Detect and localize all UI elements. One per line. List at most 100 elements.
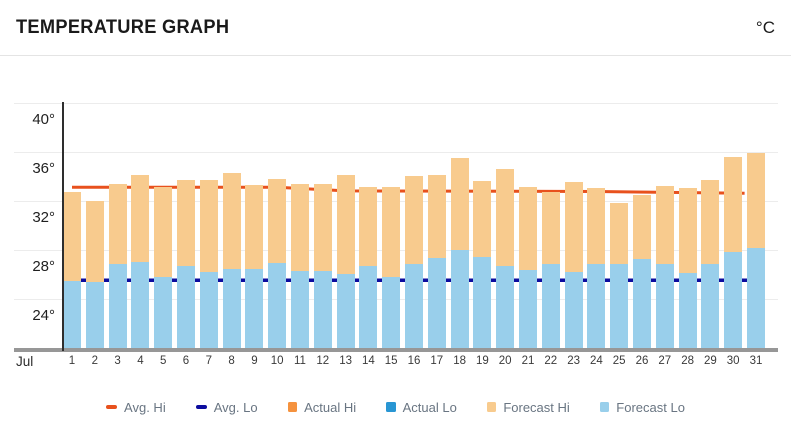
month-label: Jul [16, 354, 34, 369]
bar-day-30[interactable] [724, 156, 743, 350]
forecast-hi-segment [177, 179, 195, 266]
bar-day-9[interactable] [245, 184, 264, 350]
bar-day-13[interactable] [336, 175, 355, 350]
forecast-hi-segment [131, 175, 150, 262]
forecast-hi-segment [268, 178, 287, 264]
forecast-hi-segment [63, 192, 81, 282]
x-tick-label-6: 6 [182, 355, 190, 367]
bar-day-5[interactable] [154, 187, 173, 350]
bar-day-10[interactable] [268, 178, 287, 350]
legend-item-forecast-hi[interactable]: Forecast Hi [486, 400, 570, 415]
forecast-hi-segment [382, 187, 401, 277]
bar-day-17[interactable] [427, 175, 446, 350]
bar-day-11[interactable] [291, 183, 309, 350]
legend-item-forecast-lo[interactable]: Forecast Lo [599, 400, 685, 415]
x-tick-label-18: 18 [453, 355, 466, 367]
bar-day-1[interactable] [63, 192, 81, 350]
bar-day-16[interactable] [405, 176, 423, 350]
bar-day-2[interactable] [85, 200, 104, 350]
forecast-lo-segment [747, 248, 765, 350]
forecast-hi-segment [541, 192, 560, 265]
bar-day-23[interactable] [564, 182, 583, 350]
x-tick-label-21: 21 [521, 355, 535, 367]
actual-lo-swatch [386, 402, 396, 412]
forecast-lo-segment [313, 270, 332, 350]
bar-day-12[interactable] [313, 183, 332, 350]
bar-day-3[interactable] [108, 183, 127, 350]
legend-item-avg-lo[interactable]: Avg. Lo [195, 400, 258, 415]
bar-day-6[interactable] [177, 179, 195, 350]
forecast-hi-segment [610, 203, 629, 265]
forecast-lo-segment [268, 263, 287, 350]
x-tick-label-1: 1 [68, 355, 76, 367]
bar-day-18[interactable] [450, 157, 469, 350]
forecast-hi-segment [724, 156, 743, 253]
widget-header: TEMPERATURE GRAPH °C [0, 0, 791, 56]
x-tick-label-9: 9 [251, 355, 258, 367]
legend-label: Avg. Hi [124, 399, 166, 415]
unit-celsius-toggle[interactable]: °C [755, 17, 775, 37]
bar-day-25[interactable] [610, 203, 629, 350]
bar-day-27[interactable] [655, 186, 674, 350]
bar-day-21[interactable] [519, 187, 537, 350]
grid-line-40 [14, 102, 778, 104]
forecast-lo-segment [405, 264, 423, 350]
x-tick-label-8: 8 [228, 355, 235, 367]
forecast-hi-segment [154, 187, 173, 277]
bar-day-22[interactable] [541, 192, 560, 350]
forecast-lo-segment [610, 264, 629, 350]
bar-day-8[interactable] [222, 172, 241, 350]
x-tick-label-16: 16 [407, 355, 421, 367]
x-tick-label-10: 10 [270, 355, 284, 367]
bar-day-4[interactable] [131, 175, 150, 350]
forecast-lo-segment [199, 271, 218, 350]
forecast-hi-segment [336, 175, 355, 275]
forecast-lo-segment [291, 270, 309, 350]
x-tick-label-14: 14 [361, 355, 375, 367]
x-tick-label-26: 26 [635, 355, 649, 367]
forecast-hi-segment [245, 184, 264, 270]
bar-day-29[interactable] [701, 179, 720, 350]
legend-label: Actual Lo [402, 399, 457, 415]
forecast-hi-segment [359, 187, 378, 266]
forecast-hi-segment [222, 172, 241, 270]
forecast-lo-segment [63, 281, 81, 350]
forecast-lo-segment [541, 264, 560, 350]
forecast-lo-segment [701, 264, 720, 350]
legend-item-avg-hi[interactable]: Avg. Hi [106, 400, 166, 415]
bar-day-20[interactable] [496, 168, 515, 350]
x-tick-label-15: 15 [384, 355, 398, 367]
forecast-hi-segment [85, 200, 104, 282]
forecast-hi-segment [564, 182, 583, 272]
bar-day-7[interactable] [199, 179, 218, 350]
legend-label: Actual Hi [304, 399, 357, 415]
actual-hi-swatch [287, 402, 298, 412]
forecast-lo-segment [496, 265, 515, 350]
x-tick-label-4: 4 [137, 355, 144, 367]
forecast-lo-segment [473, 257, 492, 350]
forecast-hi-segment [655, 186, 674, 265]
bar-day-19[interactable] [473, 181, 492, 350]
forecast-lo-segment [587, 264, 606, 350]
x-tick-label-24: 24 [589, 355, 603, 367]
bar-day-14[interactable] [359, 187, 378, 350]
bar-day-26[interactable] [633, 194, 651, 350]
forecast-hi-segment [587, 188, 606, 265]
forecast-lo-segment [564, 271, 583, 350]
forecast-lo-segment [678, 272, 697, 350]
legend-item-actual-hi[interactable]: Actual Hi [287, 399, 357, 415]
forecast-hi-segment [701, 179, 720, 265]
x-axis-baseline [14, 348, 778, 352]
chart-legend: Avg. Hi Avg. Lo Actual Hi Actual Lo Forecast… [0, 397, 791, 417]
legend-item-actual-lo[interactable]: Actual Lo [386, 400, 457, 415]
bar-day-31[interactable] [747, 152, 765, 350]
bar-day-28[interactable] [678, 188, 697, 350]
x-tick-label-12: 12 [316, 355, 330, 367]
x-tick-label-5: 5 [159, 355, 167, 367]
bar-day-15[interactable] [382, 187, 401, 350]
forecast-lo-segment [177, 265, 195, 350]
forecast-hi-segment [427, 175, 446, 259]
bar-day-24[interactable] [587, 188, 606, 350]
page-title: TEMPERATURE GRAPH [16, 16, 230, 38]
